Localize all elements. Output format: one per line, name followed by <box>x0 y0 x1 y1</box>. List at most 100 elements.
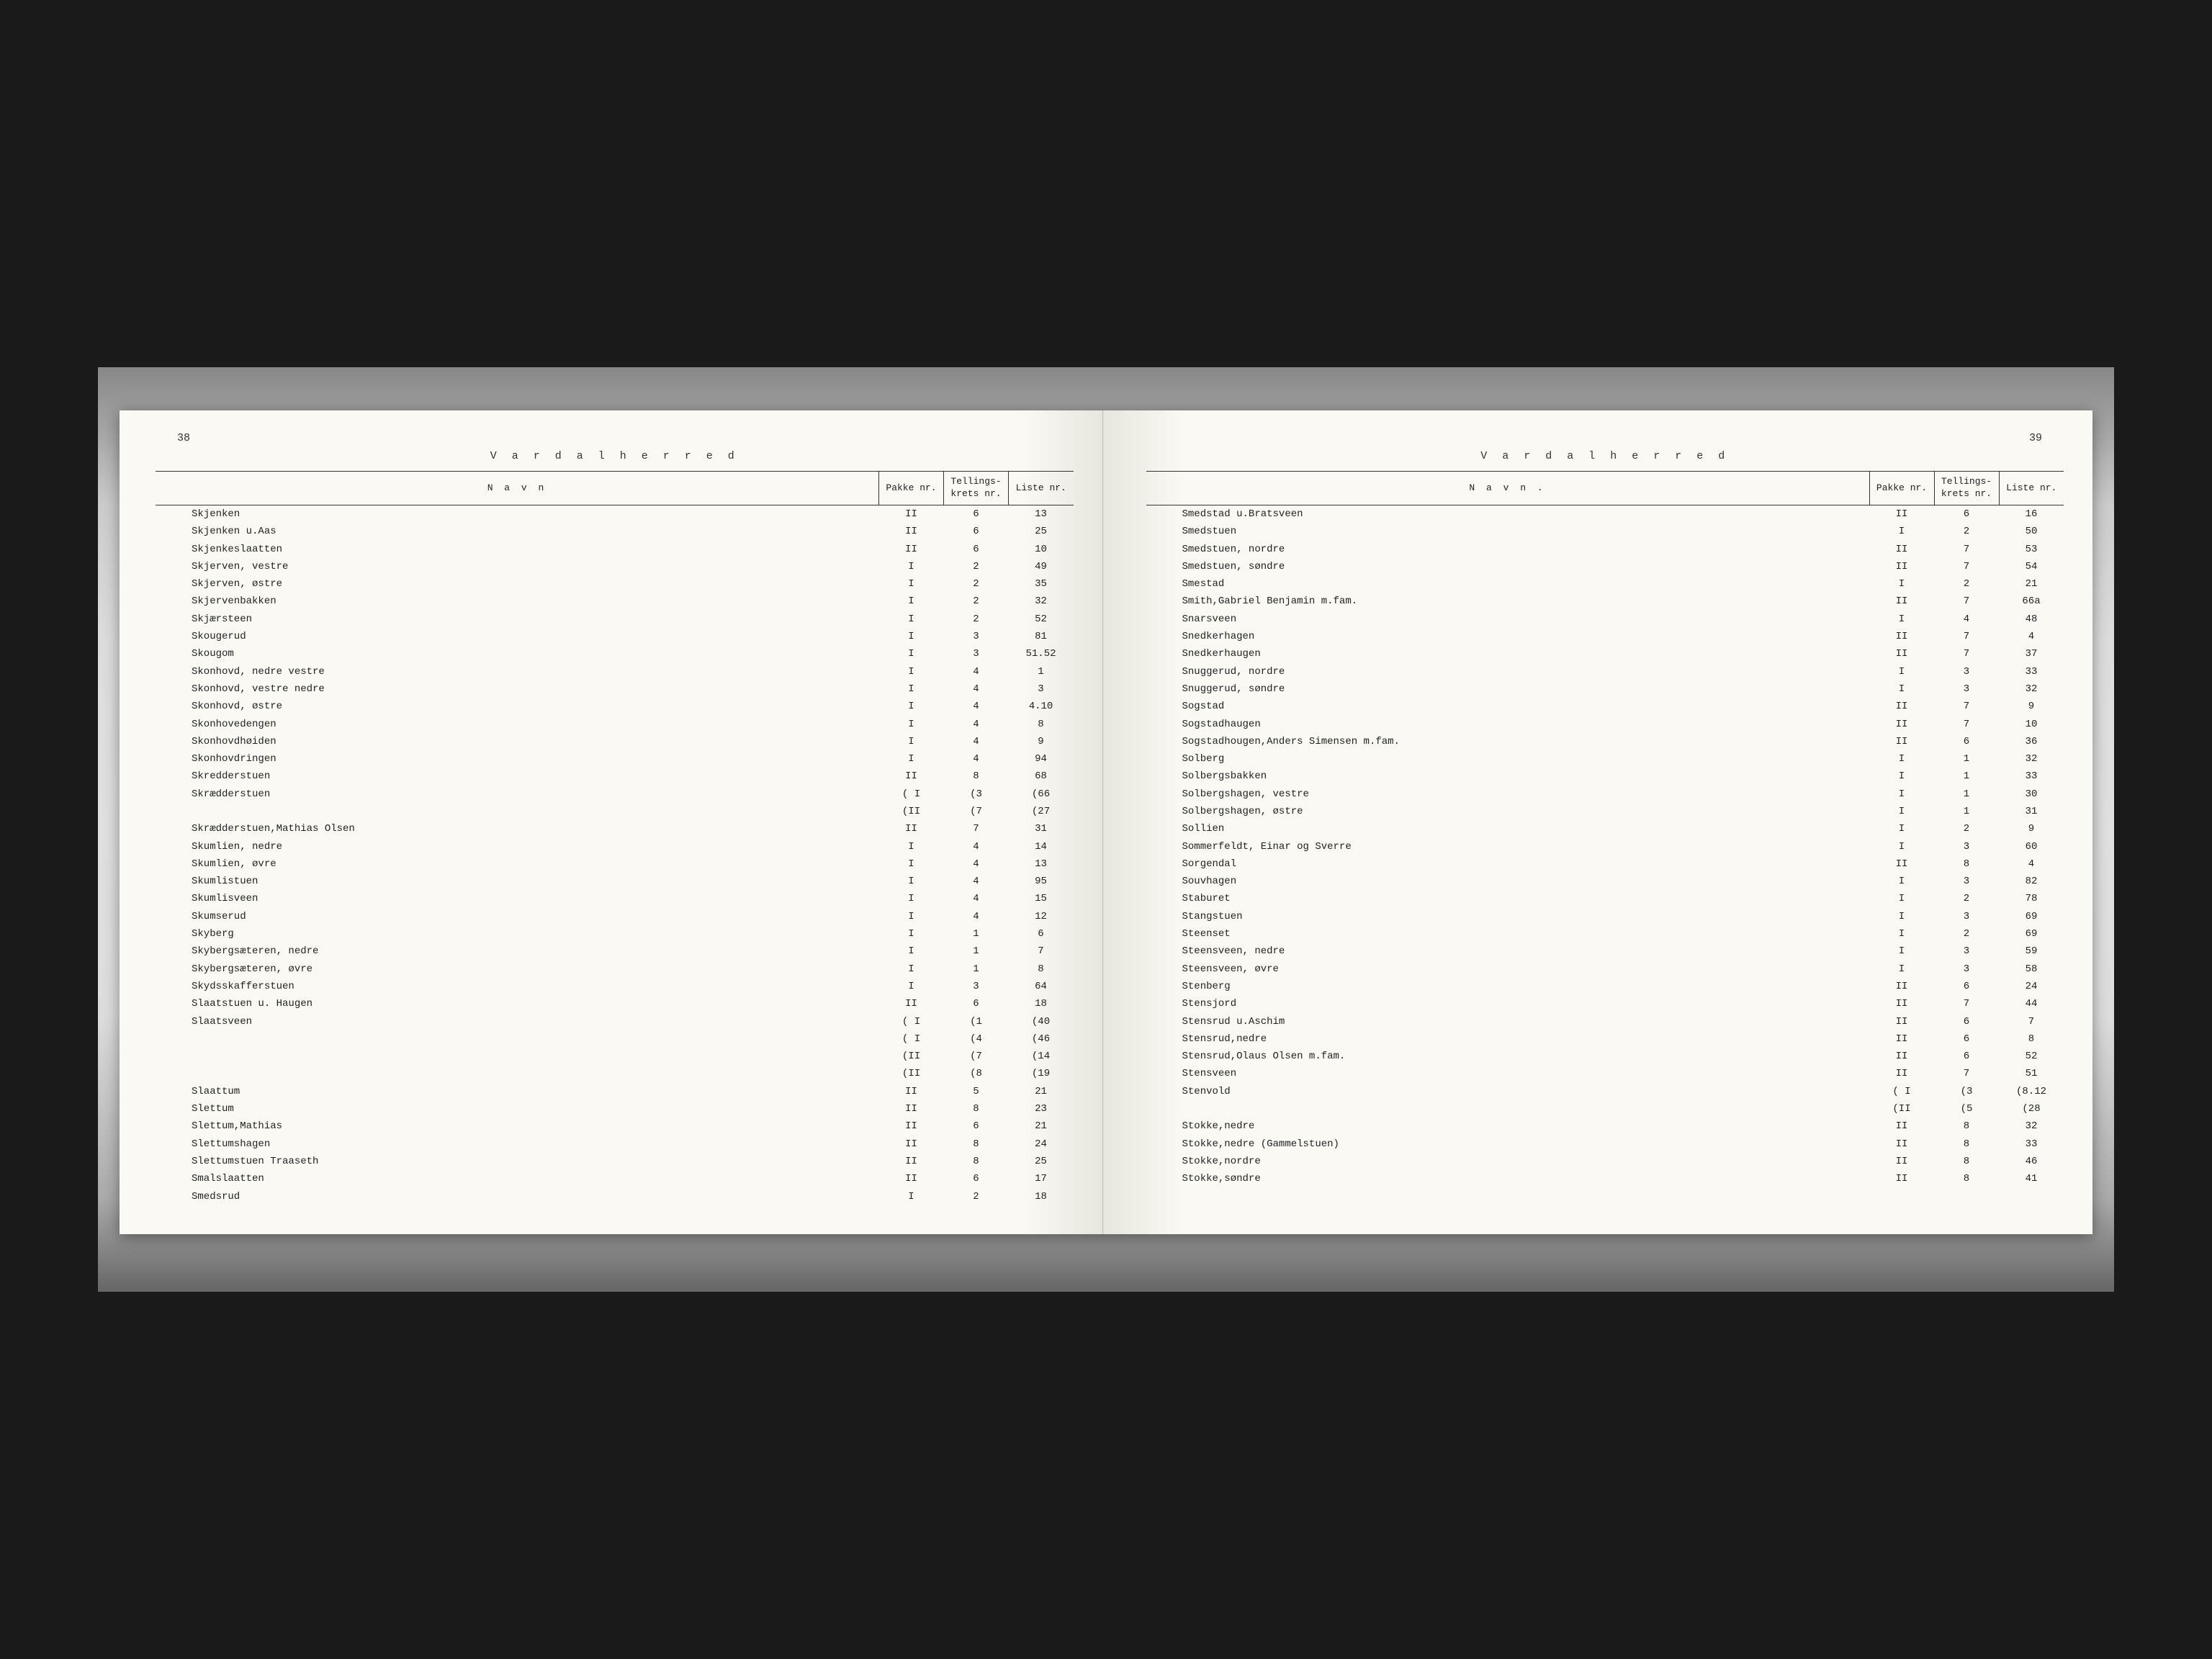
table-row: SkjærsteenI252 <box>156 611 1074 628</box>
cell-navn: Solbergsbakken <box>1146 768 1870 785</box>
cell-pakke: I <box>1869 908 1934 925</box>
cell-pakke: II <box>879 1170 944 1187</box>
cell-krets: 2 <box>944 558 1009 575</box>
cell-navn: Skumlien, øvre <box>156 855 879 873</box>
table-row: Slaatstuen u. HaugenII618 <box>156 995 1074 1012</box>
cell-liste: 95 <box>1009 873 1074 890</box>
cell-navn: Stensveen <box>1146 1065 1870 1082</box>
cell-liste: 8 <box>1009 716 1074 733</box>
cell-navn: Stenvold <box>1146 1083 1870 1100</box>
cell-liste: 52 <box>1009 611 1074 628</box>
cell-navn: Sollien <box>1146 820 1870 837</box>
table-row: Solbergshagen, østreI131 <box>1146 803 2064 820</box>
cell-pakke: I <box>1869 925 1934 943</box>
table-row: SlaattumII521 <box>156 1083 1074 1100</box>
table-row: Stokke,nedreII832 <box>1146 1118 2064 1135</box>
cell-pakke: II <box>879 995 944 1012</box>
cell-navn: Smedstuen, nordre <box>1146 541 1870 558</box>
cell-navn: Sogstad <box>1146 698 1870 715</box>
cell-krets: 6 <box>944 1118 1009 1135</box>
cell-krets: 6 <box>944 995 1009 1012</box>
cell-pakke: I <box>879 575 944 593</box>
cell-krets: 3 <box>1934 943 1999 960</box>
table-row: Skjerven, vestreI249 <box>156 558 1074 575</box>
cell-liste: 24 <box>1999 978 2064 995</box>
cell-navn: Skumlisveen <box>156 890 879 907</box>
table-row: Snuggerud, nordreI333 <box>1146 663 2064 680</box>
cell-liste: 33 <box>1999 663 2064 680</box>
cell-liste: 8 <box>1999 1030 2064 1048</box>
cell-krets: 3 <box>1934 961 1999 978</box>
cell-krets: 7 <box>1934 716 1999 733</box>
cell-pakke: I <box>879 873 944 890</box>
cell-navn: Snarsveen <box>1146 611 1870 628</box>
cell-liste: 44 <box>1999 995 2064 1012</box>
cell-krets: 1 <box>944 925 1009 943</box>
cell-navn: Steenset <box>1146 925 1870 943</box>
cell-krets: 8 <box>1934 1153 1999 1170</box>
cell-navn: Skredderstuen <box>156 768 879 785</box>
index-table-left: N a v n Pakke nr. Tellings- krets nr. Li… <box>156 471 1074 1205</box>
cell-navn: Smedstuen <box>1146 523 1870 540</box>
cell-liste: 53 <box>1999 541 2064 558</box>
cell-krets: 4 <box>944 890 1009 907</box>
cell-pakke: II <box>879 1136 944 1153</box>
cell-krets: 6 <box>944 1170 1009 1187</box>
table-row: StenbergII624 <box>1146 978 2064 995</box>
cell-krets: 6 <box>1934 733 1999 750</box>
cell-liste: 1 <box>1009 663 1074 680</box>
table-row: SkougerudI381 <box>156 628 1074 645</box>
cell-pakke: ( I <box>1869 1083 1934 1100</box>
table-row: SolbergsbakkenI133 <box>1146 768 2064 785</box>
cell-krets: 6 <box>1934 1013 1999 1030</box>
cell-navn <box>1146 1100 1870 1118</box>
table-row: Stensrud,nedreII68 <box>1146 1030 2064 1048</box>
table-row: Slettum,MathiasII621 <box>156 1118 1074 1135</box>
cell-pakke: II <box>1869 978 1934 995</box>
cell-liste: 33 <box>1999 768 2064 785</box>
cell-liste: 32 <box>1009 593 1074 610</box>
cell-pakke: II <box>1869 558 1934 575</box>
table-row: (II(7(14 <box>156 1048 1074 1065</box>
cell-pakke: I <box>879 663 944 680</box>
cell-pakke: I <box>879 978 944 995</box>
cell-pakke: I <box>1869 890 1934 907</box>
cell-liste: 82 <box>1999 873 2064 890</box>
cell-krets: 3 <box>1934 663 1999 680</box>
header-row: N a v n . Pakke nr. Tellings- krets nr. … <box>1146 472 2064 505</box>
table-row: SkjenkenII613 <box>156 505 1074 523</box>
col-krets: Tellings- krets nr. <box>1934 472 1999 505</box>
cell-pakke: I <box>879 943 944 960</box>
cell-krets: 7 <box>1934 558 1999 575</box>
col-pakke: Pakke nr. <box>1869 472 1934 505</box>
cell-navn: Smith,Gabriel Benjamin m.fam. <box>1146 593 1870 610</box>
table-row: SollienI29 <box>1146 820 2064 837</box>
cell-navn: Skumlistuen <box>156 873 879 890</box>
cell-krets: 3 <box>1934 873 1999 890</box>
cell-krets: 1 <box>1934 803 1999 820</box>
cell-liste: 69 <box>1999 925 2064 943</box>
cell-pakke: I <box>1869 750 1934 768</box>
cell-navn: Snedkerhagen <box>1146 628 1870 645</box>
cell-pakke: II <box>1869 541 1934 558</box>
cell-krets: 6 <box>1934 1048 1999 1065</box>
table-row: Skrædderstuen,Mathias OlsenII731 <box>156 820 1074 837</box>
cell-pakke: II <box>1869 1170 1934 1187</box>
table-row: SlettumshagenII824 <box>156 1136 1074 1153</box>
cell-krets: 3 <box>944 978 1009 995</box>
cell-pakke: II <box>879 768 944 785</box>
table-row: Smith,Gabriel Benjamin m.fam.II766a <box>1146 593 2064 610</box>
cell-pakke: II <box>879 541 944 558</box>
cell-pakke: I <box>879 1188 944 1205</box>
region-title-right: V a r d a l h e r r e d <box>1146 450 2064 462</box>
cell-pakke: II <box>1869 593 1934 610</box>
open-book: 3 8 V a r d a l h e r r e d N a v n Pakke… <box>120 410 2092 1234</box>
table-row: Solbergshagen, vestreI130 <box>1146 786 2064 803</box>
cell-navn: Skonhovd, nedre vestre <box>156 663 879 680</box>
cell-krets: (4 <box>944 1030 1009 1048</box>
cell-liste: 25 <box>1009 523 1074 540</box>
cell-liste: 30 <box>1999 786 2064 803</box>
cell-navn: Solbergshagen, østre <box>1146 803 1870 820</box>
table-row: Stenvold( I(3(8.12 <box>1146 1083 2064 1100</box>
cell-pakke: I <box>1869 803 1934 820</box>
